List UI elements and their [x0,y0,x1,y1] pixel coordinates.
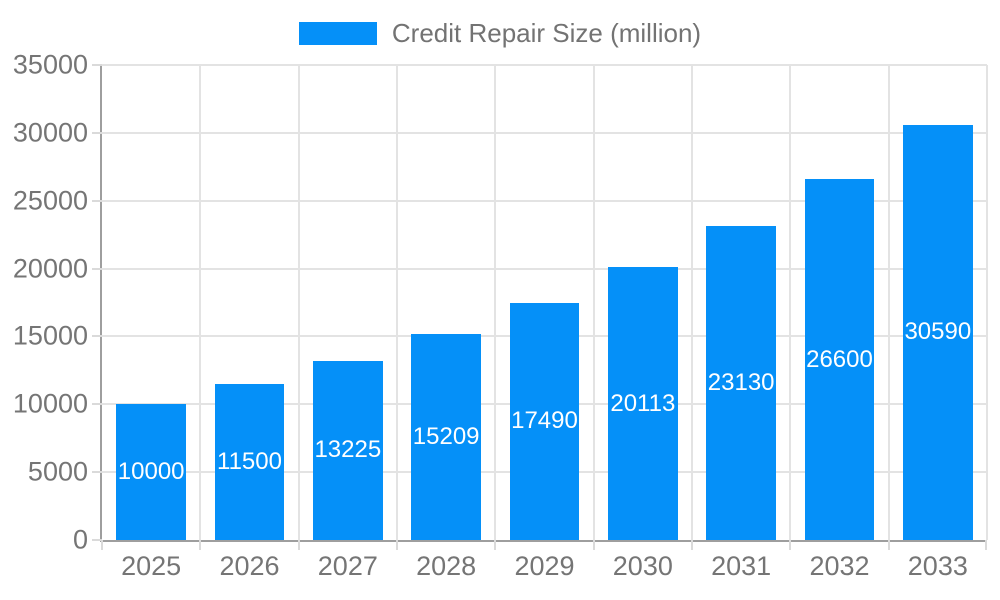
x-axis-tick [691,540,693,550]
bar: 23130 [706,226,777,540]
gridline-horizontal [102,267,987,270]
x-axis-tick-label: 2027 [317,551,378,581]
gridline-vertical [199,65,202,540]
x-axis-tick-label: 2032 [809,551,870,581]
bar-value-label: 26600 [806,345,873,373]
x-axis-tick [985,540,987,550]
gridline-vertical [986,65,988,540]
bar-value-label: 17490 [511,407,578,435]
x-axis-tick [297,540,300,550]
gridline-horizontal [102,131,987,134]
gridline-horizontal [102,64,987,66]
y-axis-tick-label: 20000 [12,253,88,284]
y-axis-tick [92,539,102,541]
bar-value-label: 11500 [217,447,282,475]
x-axis-tick-label: 2033 [907,551,968,581]
bar: 20113 [607,267,678,540]
y-axis-tick [92,403,102,406]
y-axis-tick [92,267,102,270]
gridline-horizontal [102,199,987,202]
chart-legend: Credit Repair Size (million) [0,18,1000,49]
gridline-vertical [494,65,497,540]
plot-area: 0 5000 10000 15000 20000 25000 30000 35000 2025 2… [13,51,988,580]
bar: 11500 [214,383,285,540]
legend-label: Credit Repair Size (million) [391,18,702,48]
legend-swatch [298,22,377,45]
bar: 26600 [804,179,875,540]
x-axis-tick [789,540,792,550]
bar-value-label: 10000 [117,458,185,486]
y-axis-tick-label: 15000 [12,320,88,351]
gridline-vertical [789,65,792,540]
bar: 15209 [411,333,482,540]
y-axis-tick [92,131,102,134]
bar-value-label: 23130 [707,369,775,397]
y-axis-tick [92,64,102,66]
x-axis-tick [199,540,202,550]
x-axis-tick [101,540,103,550]
x-axis-tick [494,540,497,550]
y-axis-tick [92,335,102,338]
x-axis-tick-label: 2026 [219,551,280,581]
y-axis-tick-label: 0 [72,524,88,555]
y-axis-tick-label: 25000 [12,185,88,216]
bar: 10000 [116,404,187,540]
y-axis-tick-label: 35000 [12,49,88,80]
gridline-vertical [887,65,890,540]
x-axis-tick-label: 2030 [612,551,673,581]
gridline-vertical [297,65,300,540]
y-axis-tick-label: 10000 [12,388,88,419]
gridline-vertical [691,65,693,540]
bar: 13225 [312,360,383,540]
x-axis-tick-label: 2031 [711,551,772,581]
gridline-vertical [396,65,398,540]
bar-value-label: 15209 [412,422,480,450]
bar: 30590 [902,124,973,540]
gridline-vertical [592,65,595,540]
x-axis-tick-label: 2029 [514,551,575,581]
y-axis-tick [92,199,102,202]
bar-value-label: 30590 [904,318,972,346]
bar: 17490 [509,302,580,540]
y-axis-tick-label: 5000 [27,456,88,487]
y-axis-tick [92,471,102,474]
bar-value-label: 20113 [610,389,676,417]
bar-value-label: 13225 [314,436,382,464]
y-axis-tick-label: 30000 [12,117,88,148]
x-axis-tick [592,540,595,550]
x-axis-tick-label: 2028 [416,551,477,581]
x-axis-tick-label: 2025 [121,551,182,581]
x-axis-tick [887,540,890,550]
x-axis-tick [396,540,398,550]
